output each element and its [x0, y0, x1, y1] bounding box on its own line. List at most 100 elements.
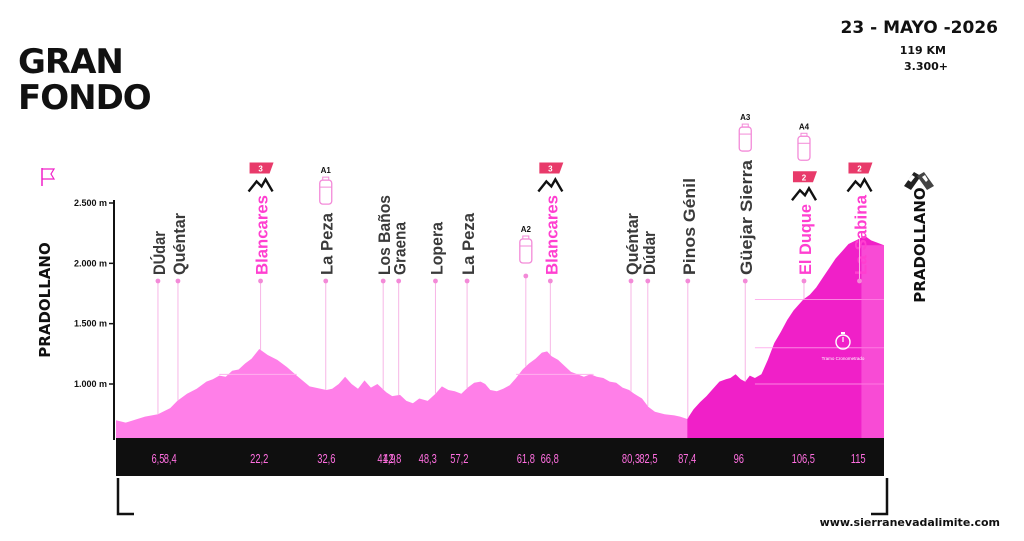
website-link[interactable]: www.sierranevadalimite.com	[819, 516, 1000, 529]
place-marker: A2	[519, 225, 533, 367]
km-marker-label: 6,5	[151, 453, 164, 467]
place-name-label: La Peza	[459, 212, 478, 275]
place-name-label: Blancares	[253, 195, 272, 275]
place-marker: Los Baños	[375, 195, 394, 390]
place-name-label: Quéntar	[623, 213, 642, 275]
event-title-line2: FONDO	[18, 78, 152, 118]
stopwatch-dial	[835, 334, 851, 350]
finish-label: PRADOLLANO	[911, 187, 929, 302]
place-marker: Dúdar	[640, 231, 659, 407]
place-marker: DÚdar	[150, 231, 169, 415]
feed-station-label: A4	[799, 122, 810, 131]
km-marker-label: 82,5	[639, 453, 657, 467]
place-name-label: Dúdar	[640, 231, 659, 275]
pin-dot	[742, 278, 748, 284]
start-label: PRADOLLANO	[36, 242, 54, 357]
finish-flags-icon	[904, 172, 934, 190]
place-marker: Quéntar	[623, 213, 642, 392]
pin-dot	[258, 278, 263, 284]
finish-column	[861, 245, 884, 438]
y-tick-label: 1.500 m	[74, 319, 107, 329]
category-number: 2	[802, 173, 807, 182]
bottle-body	[738, 126, 752, 152]
place-marker: Blancares 3	[537, 162, 564, 355]
category-number: 3	[258, 164, 263, 173]
place-name-label: Graena	[391, 222, 410, 275]
pin-dot	[523, 273, 529, 279]
event-elevation-gain: 3.300+	[903, 60, 948, 73]
category-flag	[249, 162, 274, 174]
place-marker: Güejar Sierra A3	[737, 113, 756, 382]
km-marker-label: 32,6	[317, 453, 335, 467]
km-marker-label: 22,2	[250, 453, 268, 467]
category-flag	[792, 171, 817, 183]
place-marker: Graena	[391, 222, 410, 396]
place-name-label: Blancares	[542, 195, 561, 275]
km-marker-label: 41,9	[377, 453, 395, 467]
place-name-label: DÚdar	[150, 231, 169, 275]
place-marker: El Duque 2 A4	[791, 122, 818, 300]
place-name-label: La Sabina	[851, 194, 870, 275]
pin-dot	[547, 278, 553, 284]
km-marker-label: 87,4	[678, 453, 697, 467]
timed-section-label: Tramo Cronometrado	[822, 356, 865, 361]
pin-dot	[323, 278, 329, 284]
km-marker-label: 66,8	[541, 453, 559, 467]
checkered-flag	[904, 172, 921, 190]
category-number: 2	[857, 164, 862, 173]
km-marker-label: 8,4	[164, 453, 178, 467]
checkered-square	[908, 175, 915, 182]
pin-dot	[380, 278, 386, 284]
bottle-body	[319, 179, 333, 205]
bottle-body	[797, 135, 811, 161]
bracket-left	[116, 478, 134, 516]
y-tick-label: 2.500 m	[74, 198, 107, 208]
place-name-label: Güejar Sierra	[737, 159, 756, 275]
mountain-icon	[247, 177, 274, 193]
km-marker-label: 42,8	[383, 453, 401, 467]
place-marker: Lopera	[427, 221, 446, 394]
pin-dot	[433, 278, 438, 284]
place-marker: Pinos Génil	[680, 178, 699, 419]
mountain-icon	[537, 177, 564, 193]
start-flag-icon	[41, 168, 56, 186]
place-name-label: Pinos Génil	[680, 178, 699, 275]
place-name-label: Los Baños	[375, 195, 394, 275]
profile-area-timed	[687, 235, 884, 438]
pin-dot	[685, 278, 691, 284]
feed-station-label: A1	[321, 166, 332, 175]
place-name-label: Quéntar	[170, 213, 189, 275]
category-flag	[539, 162, 564, 174]
pin-dot	[175, 278, 181, 284]
km-marker-label: 106,5	[792, 453, 815, 467]
km-marker-label: 80,3	[622, 453, 640, 467]
category-number: 3	[548, 164, 553, 173]
place-marker: Quéntar	[170, 213, 189, 401]
pin-dot	[857, 278, 862, 284]
event-distance: 119 KM	[899, 44, 946, 57]
feed-station-label: A3	[740, 113, 751, 122]
km-marker-label: 57,2	[450, 453, 468, 467]
mountain-icon	[846, 177, 873, 193]
km-marker-label: 61,8	[517, 453, 535, 467]
pin-dot	[396, 278, 402, 284]
km-bar	[116, 438, 884, 476]
feed-station-label: A2	[521, 225, 532, 234]
stopwatch-icon	[835, 332, 851, 350]
bracket-right	[871, 478, 889, 516]
pin-dot	[628, 278, 634, 284]
flag-cloth	[42, 168, 56, 180]
km-marker-label: 48,3	[419, 453, 437, 467]
event-title-line1: GRAN	[18, 42, 124, 82]
place-name-label: La Peza	[318, 212, 337, 275]
km-marker-label: 96	[734, 453, 744, 467]
place-marker: La Sabina 2	[846, 162, 873, 284]
stopwatch-crown	[841, 332, 845, 334]
km-marker-label: 115	[851, 453, 866, 467]
pin-dot	[801, 278, 807, 284]
pin-dot	[155, 278, 161, 284]
y-tick-label: 1.000 m	[74, 379, 107, 389]
pin-dot	[645, 278, 651, 284]
